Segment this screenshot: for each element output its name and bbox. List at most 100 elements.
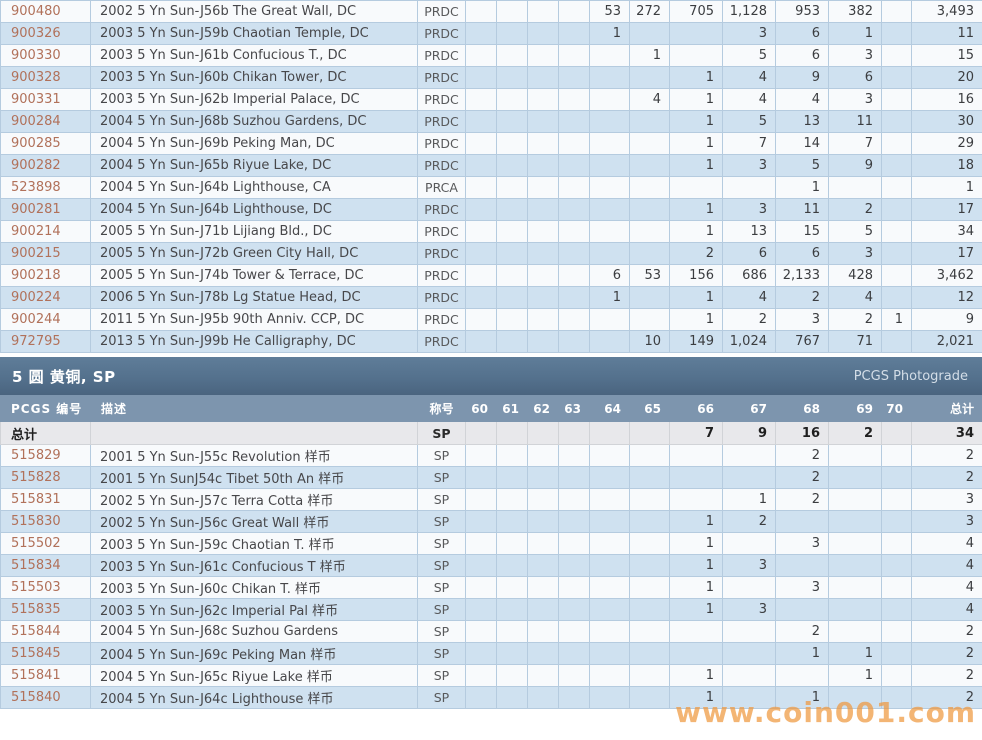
sp-table-body: 总计 SP 7 9 16 2 34 515829 2001 5 Yn Sun-J5…: [0, 421, 982, 709]
grade-68-count: [775, 510, 829, 533]
totals-grade-68: 16: [775, 421, 829, 445]
pcgs-number-link[interactable]: 515829: [0, 444, 91, 467]
designation: PRDC: [417, 198, 466, 221]
coin-description: 2004 5 Yn Sun-J64c Lighthouse 样币: [90, 686, 418, 709]
coin-description: 2003 5 Yn Sun-J60c Chikan T. 样币: [90, 576, 418, 599]
pcgs-number-link[interactable]: 900480: [0, 0, 91, 23]
total-count: 2: [911, 664, 982, 687]
total-count: 2: [911, 466, 982, 489]
grade-66-count: [669, 44, 723, 67]
grade-67-count: 3: [722, 154, 776, 177]
pcgs-number-link[interactable]: 515502: [0, 532, 91, 555]
pcgs-number-link[interactable]: 900284: [0, 110, 91, 133]
grade-63-count: [558, 110, 590, 133]
table-row: 523898 2004 5 Yn Sun-J64b Lighthouse, CA P…: [0, 176, 982, 199]
grade-70-count: [881, 22, 912, 45]
grade-67-count: [722, 642, 776, 665]
pcgs-number-link[interactable]: 900330: [0, 44, 91, 67]
grade-62-count: [527, 66, 559, 89]
grade-68-count: 11: [775, 198, 829, 221]
pcgs-number-link[interactable]: 515830: [0, 510, 91, 533]
table-row: 900224 2006 5 Yn Sun-J78b Lg Statue Head,…: [0, 286, 982, 309]
grade-69-count: 382: [828, 0, 882, 23]
grade-65-count: [629, 510, 670, 533]
grade-62-count: [527, 132, 559, 155]
designation: SP: [417, 576, 466, 599]
grade-64-count: [589, 510, 630, 533]
designation: PRDC: [417, 330, 466, 353]
grade-62-count: [527, 264, 559, 287]
pcgs-number-link[interactable]: 900285: [0, 132, 91, 155]
grade-64-count: [589, 532, 630, 555]
total-count: 11: [911, 22, 982, 45]
pcgs-number-link[interactable]: 515840: [0, 686, 91, 709]
pcgs-number-link[interactable]: 972795: [0, 330, 91, 353]
designation: SP: [417, 642, 466, 665]
grade-69-count: [828, 444, 882, 467]
pcgs-number-link[interactable]: 515503: [0, 576, 91, 599]
pcgs-number-link[interactable]: 515844: [0, 620, 91, 643]
pcgs-number-link[interactable]: 900281: [0, 198, 91, 221]
grade-70-count: [881, 44, 912, 67]
grade-61-count: [496, 308, 528, 331]
grade-65-count: [629, 176, 670, 199]
grade-61-count: [496, 66, 528, 89]
column-header-pcgs-number: PCGS 编号: [0, 395, 91, 422]
pcgs-number-link[interactable]: 900328: [0, 66, 91, 89]
pcgs-number-link[interactable]: 515841: [0, 664, 91, 687]
grade-63-count: [558, 242, 590, 265]
pcgs-number-link[interactable]: 515845: [0, 642, 91, 665]
grade-64-count: [589, 132, 630, 155]
grade-67-count: [722, 444, 776, 467]
pcgs-number-link[interactable]: 515834: [0, 554, 91, 577]
grade-65-count: [629, 242, 670, 265]
table-row: 515840 2004 5 Yn Sun-J64c Lighthouse 样币 SP…: [0, 686, 982, 709]
grade-66-count: [669, 22, 723, 45]
grade-67-count: 4: [722, 66, 776, 89]
grade-68-count: 3: [775, 576, 829, 599]
grade-66-count: [669, 176, 723, 199]
grade-65-count: [629, 220, 670, 243]
pcgs-number-link[interactable]: 900331: [0, 88, 91, 111]
table-row: 900244 2011 5 Yn Sun-J95b 90th Anniv. CCP…: [0, 308, 982, 331]
population-table-prdc: 900480 2002 5 Yn Sun-J56b The Great Wall,…: [0, 0, 982, 353]
grade-61-count: [496, 444, 528, 467]
grade-70-count: [881, 532, 912, 555]
grade-61-count: [496, 488, 528, 511]
grade-70-count: [881, 198, 912, 221]
pcgs-number-link[interactable]: 523898: [0, 176, 91, 199]
designation: PRDC: [417, 132, 466, 155]
grade-69-count: [828, 576, 882, 599]
pcgs-number-link[interactable]: 900326: [0, 22, 91, 45]
pcgs-number-link[interactable]: 900215: [0, 242, 91, 265]
grade-65-count: [629, 664, 670, 687]
pcgs-number-link[interactable]: 900244: [0, 308, 91, 331]
grade-68-count: 14: [775, 132, 829, 155]
pcgs-number-link[interactable]: 900282: [0, 154, 91, 177]
grade-64-count: [589, 576, 630, 599]
pcgs-number-link[interactable]: 515835: [0, 598, 91, 621]
pcgs-number-link[interactable]: 515831: [0, 488, 91, 511]
totals-total: 34: [911, 421, 982, 445]
grade-60-count: [465, 642, 497, 665]
table-row: 900326 2003 5 Yn Sun-J59b Chaotian Temple…: [0, 22, 982, 45]
photograde-link[interactable]: PCGS Photograde: [853, 368, 968, 384]
total-count: 1: [911, 176, 982, 199]
total-count: 20: [911, 66, 982, 89]
grade-61-count: [496, 22, 528, 45]
grade-60-count: [465, 330, 497, 353]
grade-63-count: [558, 620, 590, 643]
grade-62-count: [527, 444, 559, 467]
table-row: 515845 2004 5 Yn Sun-J69c Peking Man 样币 SP…: [0, 642, 982, 665]
grade-61-count: [496, 686, 528, 709]
pcgs-number-link[interactable]: 515828: [0, 466, 91, 489]
pcgs-number-link[interactable]: 900218: [0, 264, 91, 287]
grade-69-count: 71: [828, 330, 882, 353]
designation: PRDC: [417, 88, 466, 111]
table-row: 515831 2002 5 Yn Sun-J57c Terra Cotta 样币 S…: [0, 488, 982, 511]
grade-63-count: [558, 22, 590, 45]
pcgs-number-link[interactable]: 900224: [0, 286, 91, 309]
pcgs-number-link[interactable]: 900214: [0, 220, 91, 243]
designation: PRCA: [417, 176, 466, 199]
total-count: 12: [911, 286, 982, 309]
